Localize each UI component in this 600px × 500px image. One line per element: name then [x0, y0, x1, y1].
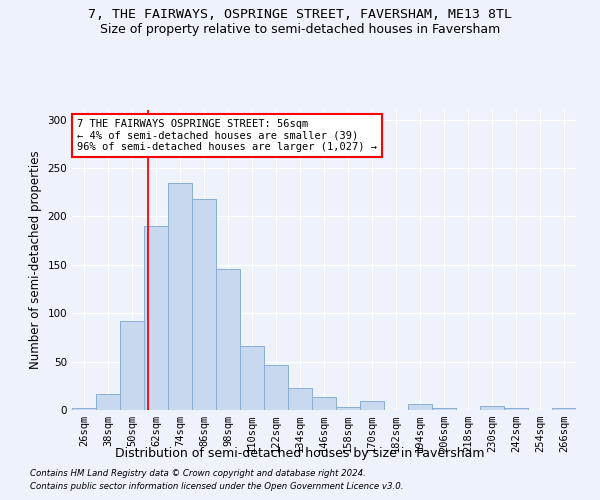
Bar	[192, 199, 216, 410]
Bar	[264, 366, 288, 410]
Bar	[144, 226, 168, 410]
Y-axis label: Number of semi-detached properties: Number of semi-detached properties	[29, 150, 42, 370]
Text: Size of property relative to semi-detached houses in Faversham: Size of property relative to semi-detach…	[100, 22, 500, 36]
Bar	[360, 402, 384, 410]
Bar	[72, 408, 96, 410]
Bar	[432, 408, 456, 410]
Bar	[96, 394, 120, 410]
Bar	[504, 408, 528, 410]
Bar	[312, 398, 336, 410]
Bar	[408, 404, 432, 410]
Text: 7 THE FAIRWAYS OSPRINGE STREET: 56sqm
← 4% of semi-detached houses are smaller (: 7 THE FAIRWAYS OSPRINGE STREET: 56sqm ← …	[77, 119, 377, 152]
Bar	[336, 407, 360, 410]
Text: 7, THE FAIRWAYS, OSPRINGE STREET, FAVERSHAM, ME13 8TL: 7, THE FAIRWAYS, OSPRINGE STREET, FAVERS…	[88, 8, 512, 20]
Bar	[288, 388, 312, 410]
Bar	[240, 346, 264, 410]
Text: Contains public sector information licensed under the Open Government Licence v3: Contains public sector information licen…	[30, 482, 404, 491]
Bar	[120, 321, 144, 410]
Bar	[216, 268, 240, 410]
Text: Contains HM Land Registry data © Crown copyright and database right 2024.: Contains HM Land Registry data © Crown c…	[30, 468, 366, 477]
Bar	[552, 408, 576, 410]
Bar	[168, 182, 192, 410]
Text: Distribution of semi-detached houses by size in Faversham: Distribution of semi-detached houses by …	[115, 448, 485, 460]
Bar	[480, 406, 504, 410]
